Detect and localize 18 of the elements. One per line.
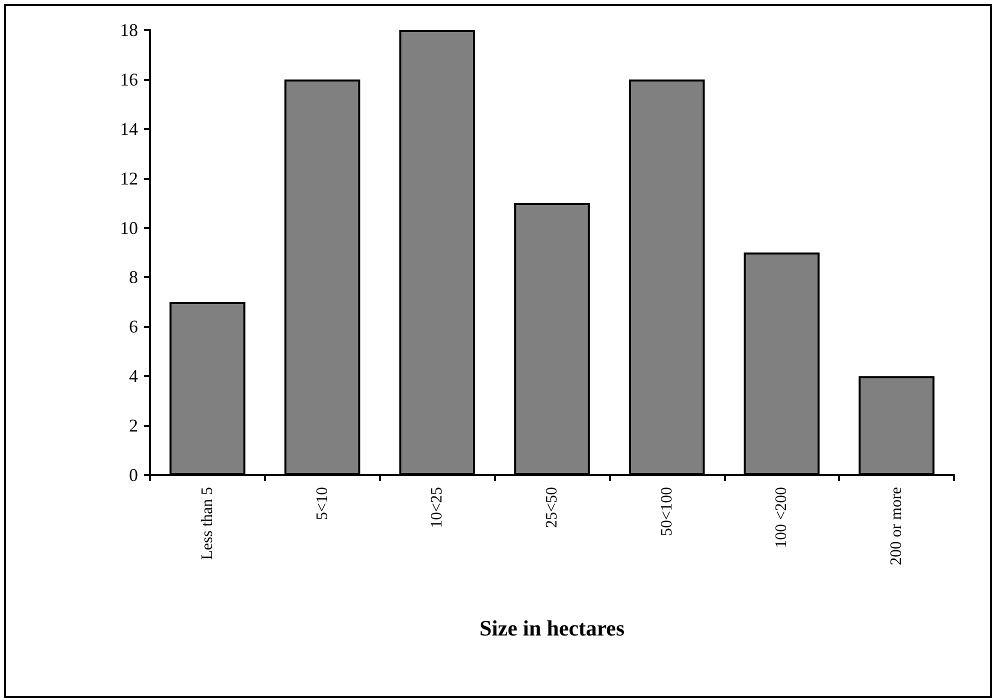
y-tick-label: 18: [120, 20, 138, 40]
y-tick-label: 12: [120, 168, 138, 188]
x-tick-label: 5<10: [314, 487, 331, 520]
x-tick-label: 25<50: [544, 487, 560, 528]
x-tick-label: 50<100: [658, 487, 676, 536]
y-tick-label: 10: [120, 218, 138, 238]
y-tick-label: 6: [129, 316, 138, 337]
y-tick-label: 8: [129, 267, 138, 288]
y-tick-label: 4: [129, 366, 138, 386]
x-tick-label: 200 or more: [888, 487, 906, 566]
x-tick-label: 100 <200: [773, 487, 790, 548]
y-tick-label: 0: [129, 465, 138, 485]
x-tick-label: Less than 5: [198, 487, 216, 560]
y-tick-label: 14: [120, 118, 138, 139]
x-axis-title: Size in hectares: [479, 616, 625, 640]
x-tick-label: 10<25: [428, 487, 446, 528]
y-tick-label: 16: [120, 69, 138, 90]
y-tick-label: 2: [129, 416, 138, 436]
